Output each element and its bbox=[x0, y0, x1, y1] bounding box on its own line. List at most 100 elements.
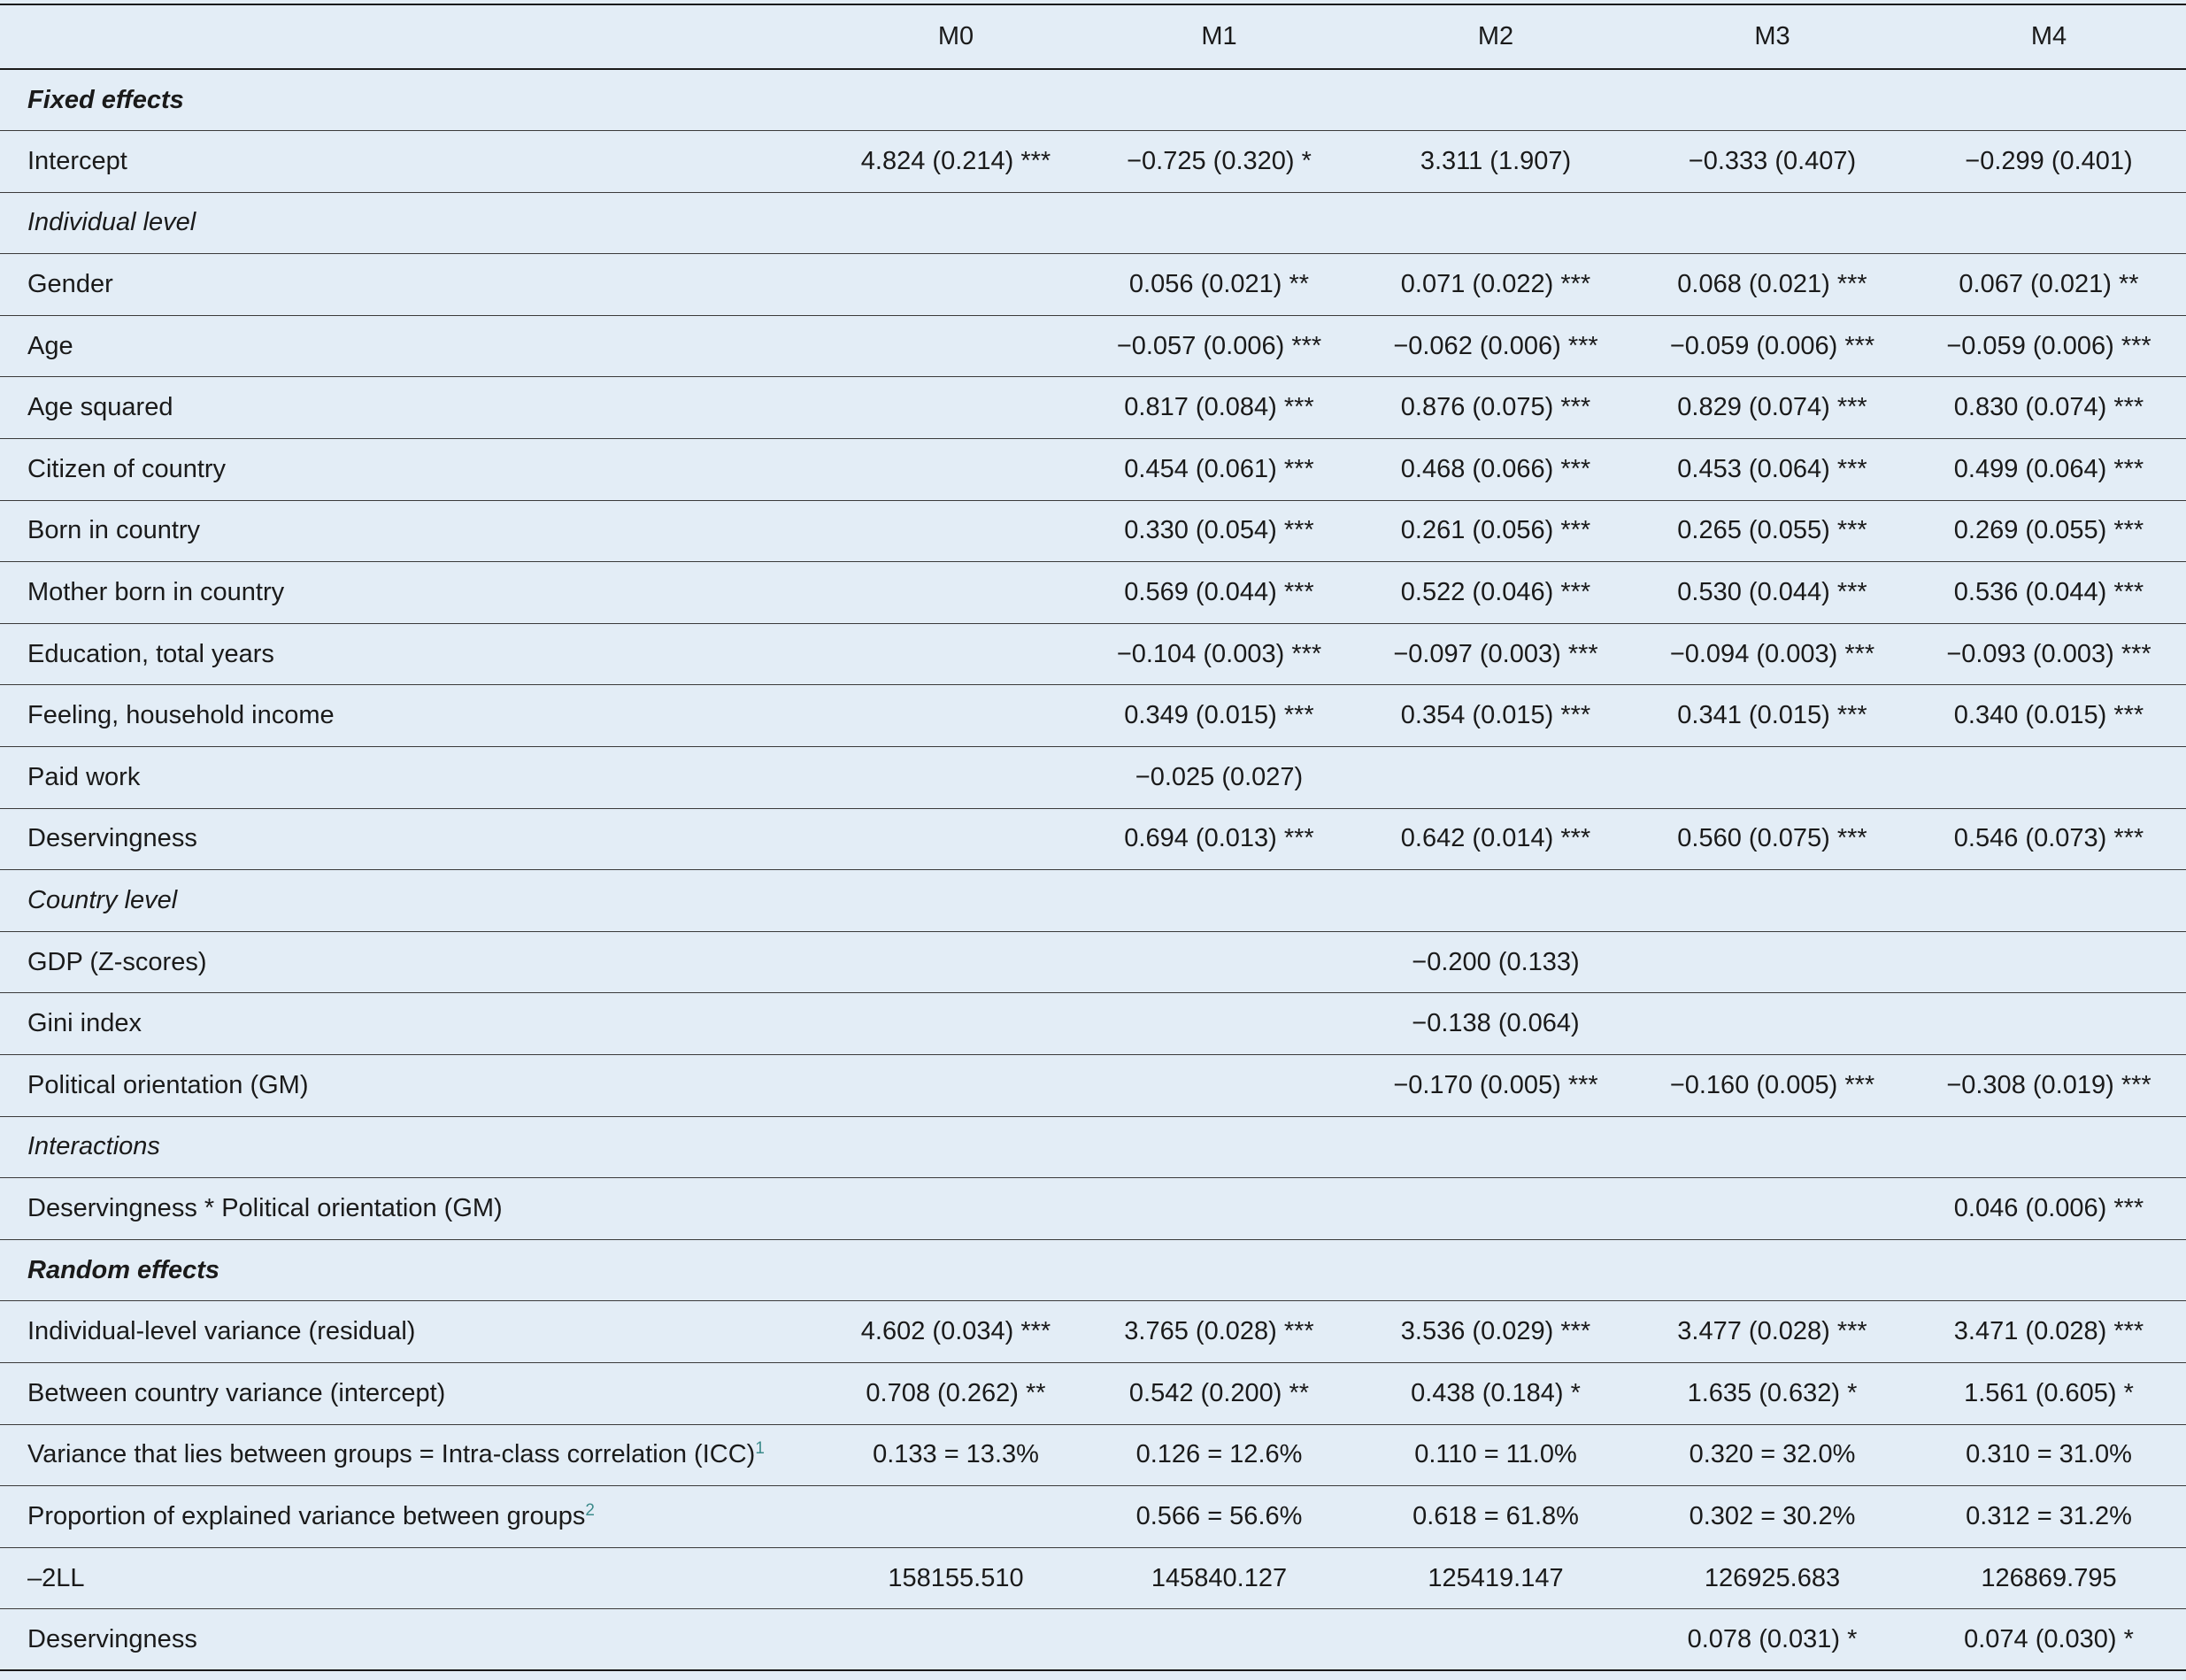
table-row: Deservingness 0.078 (0.031) * 0.074 (0.030… bbox=[0, 1608, 2186, 1672]
cell-m3: 0.078 (0.031) * bbox=[1633, 1608, 1912, 1672]
cell-m1 bbox=[1080, 992, 1359, 1055]
cell-m2: −0.097 (0.003) *** bbox=[1359, 623, 1633, 686]
header-label-column bbox=[0, 4, 832, 70]
cell-m2 bbox=[1359, 1116, 1633, 1179]
row-label-text: Individual-level variance (residual) bbox=[27, 1317, 416, 1346]
cell-m3: 3.477 (0.028) *** bbox=[1633, 1300, 1912, 1363]
cell-m4 bbox=[1912, 992, 2186, 1055]
row-label: Variance that lies between groups = Intr… bbox=[0, 1424, 832, 1487]
section-row: Country level bbox=[0, 869, 2186, 932]
cell-m2: 0.110 = 11.0% bbox=[1359, 1424, 1633, 1487]
header-m1: M1 bbox=[1080, 4, 1359, 70]
cell-m4: 0.499 (0.064) *** bbox=[1912, 438, 2186, 501]
cell-m1: 0.694 (0.013) *** bbox=[1080, 808, 1359, 871]
row-label-text: Intercept bbox=[27, 146, 127, 175]
cell-m3: −0.094 (0.003) *** bbox=[1633, 623, 1912, 686]
row-label-text: Citizen of country bbox=[27, 454, 227, 483]
row-label-text: GDP (Z-scores) bbox=[27, 947, 207, 976]
cell-m2 bbox=[1359, 1608, 1633, 1672]
cell-m1 bbox=[1080, 869, 1359, 932]
row-label-text: Born in country bbox=[27, 516, 201, 545]
row-label-text: Individual level bbox=[27, 208, 196, 237]
cell-m4: 0.546 (0.073) *** bbox=[1912, 808, 2186, 871]
row-label-text: Gini index bbox=[27, 1009, 142, 1038]
cell-m4: 3.471 (0.028) *** bbox=[1912, 1300, 2186, 1363]
section-label: Interactions bbox=[0, 1116, 832, 1179]
row-label: Deservingness * Political orientation (G… bbox=[0, 1177, 832, 1240]
cell-m2: −0.138 (0.064) bbox=[1359, 992, 1633, 1055]
cell-m0 bbox=[832, 1608, 1080, 1672]
cell-m3: 1.635 (0.632) * bbox=[1633, 1362, 1912, 1425]
row-label: Mother born in country bbox=[0, 561, 832, 624]
table-row: Proportion of explained variance between… bbox=[0, 1485, 2186, 1548]
cell-m0 bbox=[832, 746, 1080, 809]
row-label-text: Paid work bbox=[27, 762, 141, 791]
row-label: Between country variance (intercept) bbox=[0, 1362, 832, 1425]
cell-m1: 0.542 (0.200) ** bbox=[1080, 1362, 1359, 1425]
table-row: Intercept 4.824 (0.214) *** −0.725 (0.320)… bbox=[0, 130, 2186, 193]
cell-m4: 0.067 (0.021) ** bbox=[1912, 253, 2186, 316]
row-label-text: Deservingness * Political orientation (G… bbox=[27, 1193, 503, 1222]
cell-m4 bbox=[1912, 1116, 2186, 1179]
cell-m1 bbox=[1080, 1239, 1359, 1302]
footnote-marker[interactable]: 2 bbox=[585, 1500, 595, 1520]
row-label: Education, total years bbox=[0, 623, 832, 686]
cell-m1: 0.126 = 12.6% bbox=[1080, 1424, 1359, 1487]
section-row: Individual level bbox=[0, 192, 2186, 255]
cell-m0 bbox=[832, 808, 1080, 871]
section-label: Fixed effects bbox=[0, 69, 832, 132]
row-label-text: Fixed effects bbox=[27, 85, 184, 114]
cell-m0 bbox=[832, 1054, 1080, 1117]
cell-m3 bbox=[1633, 1116, 1912, 1179]
table-row: Gender 0.056 (0.021) ** 0.071 (0.022) *** 0… bbox=[0, 253, 2186, 316]
cell-m2: 0.876 (0.075) *** bbox=[1359, 376, 1633, 440]
table-row: Citizen of country 0.454 (0.061) *** 0.468… bbox=[0, 438, 2186, 501]
cell-m3 bbox=[1633, 1239, 1912, 1302]
table-row: Age −0.057 (0.006) *** −0.062 (0.006) *** −… bbox=[0, 315, 2186, 378]
cell-m0 bbox=[832, 315, 1080, 378]
cell-m2: 0.618 = 61.8% bbox=[1359, 1485, 1633, 1548]
row-label-text: Gender bbox=[27, 270, 113, 299]
table-row: Variance that lies between groups = Intr… bbox=[0, 1424, 2186, 1487]
cell-m0 bbox=[832, 438, 1080, 501]
cell-m3: −0.059 (0.006) *** bbox=[1633, 315, 1912, 378]
table-row: Between country variance (intercept) 0.70… bbox=[0, 1362, 2186, 1425]
cell-m1 bbox=[1080, 69, 1359, 132]
row-label: Age squared bbox=[0, 376, 832, 440]
cell-m0 bbox=[832, 376, 1080, 440]
footnote-marker[interactable]: 1 bbox=[755, 1439, 765, 1459]
row-label-text: Education, total years bbox=[27, 639, 274, 668]
cell-m3 bbox=[1633, 869, 1912, 932]
cell-m4: −0.093 (0.003) *** bbox=[1912, 623, 2186, 686]
row-label: Born in country bbox=[0, 500, 832, 563]
table-row: Education, total years −0.104 (0.003) ***… bbox=[0, 623, 2186, 686]
header-m2: M2 bbox=[1359, 4, 1633, 70]
cell-m1 bbox=[1080, 192, 1359, 255]
cell-m4 bbox=[1912, 931, 2186, 994]
cell-m0: 0.133 = 13.3% bbox=[832, 1424, 1080, 1487]
cell-m0 bbox=[832, 992, 1080, 1055]
cell-m2 bbox=[1359, 869, 1633, 932]
cell-m2: 125419.147 bbox=[1359, 1547, 1633, 1610]
table-row: Mother born in country 0.569 (0.044) *** 0… bbox=[0, 561, 2186, 624]
cell-m1: 0.454 (0.061) *** bbox=[1080, 438, 1359, 501]
cell-m4: 0.536 (0.044) *** bbox=[1912, 561, 2186, 624]
cell-m1 bbox=[1080, 931, 1359, 994]
cell-m1: 0.349 (0.015) *** bbox=[1080, 684, 1359, 748]
cell-m2: −0.200 (0.133) bbox=[1359, 931, 1633, 994]
cell-m4: 0.074 (0.030) * bbox=[1912, 1608, 2186, 1672]
cell-m0 bbox=[832, 623, 1080, 686]
cell-m3: 0.453 (0.064) *** bbox=[1633, 438, 1912, 501]
row-label-text: Political orientation (GM) bbox=[27, 1070, 309, 1099]
table-row: Age squared 0.817 (0.084) *** 0.876 (0.075… bbox=[0, 376, 2186, 440]
table-row: Deservingness 0.694 (0.013) *** 0.642 (0.0… bbox=[0, 808, 2186, 871]
regression-table: M0 M1 M2 M3 M4 Fixed effects Intercept 4.8… bbox=[0, 4, 2186, 1672]
row-label: Paid work bbox=[0, 746, 832, 809]
cell-m3 bbox=[1633, 192, 1912, 255]
table-row: Gini index −0.138 (0.064) bbox=[0, 992, 2186, 1055]
cell-m3: 0.265 (0.055) *** bbox=[1633, 500, 1912, 563]
cell-m3: −0.333 (0.407) bbox=[1633, 130, 1912, 193]
row-label-text: Between country variance (intercept) bbox=[27, 1378, 446, 1407]
header-m0: M0 bbox=[832, 4, 1080, 70]
